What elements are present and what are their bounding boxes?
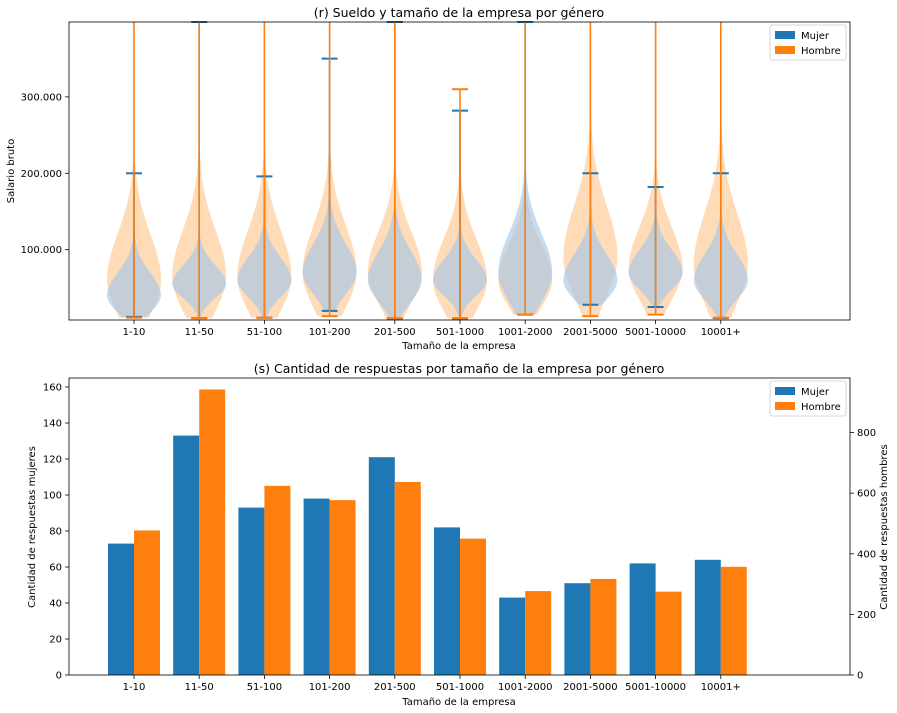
x-tick-label: 10001+ [701,682,741,693]
bar-plot-area [108,389,747,675]
violin-chart: (r) Sueldo y tamaño de la empresa por gé… [6,5,851,352]
x-tick-label: 2001-5000 [563,327,618,338]
x-axis-label: Tamaño de la empresa [401,697,515,708]
x-tick-label: 101-200 [309,682,351,693]
x-tick-label: 1-10 [123,327,146,338]
x-tick-label: 1001-2000 [498,682,553,693]
x-axis: 1-10 11-50 51-100 101-200 201-500 501-1000 100… [123,320,741,338]
bar-mujer [564,583,591,675]
chart-title: (s) Cantidad de respuestas por tamaño de… [254,361,665,376]
bar-mujer [629,563,656,675]
bar-hombre [394,481,421,675]
bar-hombre [134,530,160,675]
y-tick-label: 120 [43,455,62,466]
x-tick-label: 1-10 [123,682,146,693]
bar-hombre [329,500,356,675]
bar-hombre [199,389,226,675]
bar-mujer [368,457,395,675]
x-axis: 1-10 11-50 51-100 101-200 201-500 501-1000 100… [123,675,741,693]
bar-mujer [238,507,265,675]
legend-swatch-mujer [775,387,795,395]
plot-frame [68,21,851,321]
x-tick-label: 10001+ [701,327,741,338]
legend-swatch-mujer [775,31,795,39]
x-tick-label: 51-100 [247,327,282,338]
legend-label-hombre: Hombre [801,402,841,413]
y-tick-label: 100.000 [21,245,62,256]
legend-label-mujer: Mujer [801,387,830,398]
legend: Mujer Hombre [769,24,847,61]
violin-plot-area [107,21,748,320]
y-tick-label: 80 [49,527,62,538]
bar-mujer [173,435,200,675]
y-axis-left: 0 20 40 60 80 100 120 140 160 [43,383,69,682]
chart-title: (r) Sueldo y tamaño de la empresa por gé… [314,5,604,20]
x-tick-label: 201-500 [374,682,416,693]
x-tick-label: 501-1000 [436,682,484,693]
bar-hombre [590,578,617,675]
x-tick-label: 11-50 [185,682,214,693]
x-tick-label: 5001-10000 [625,327,686,338]
y-tick-label-right: 800 [857,428,876,439]
x-tick-label: 101-200 [309,327,351,338]
x-tick-label: 5001-10000 [625,682,686,693]
x-tick-label: 1001-2000 [498,327,553,338]
bar-hombre [525,591,552,675]
legend-swatch-hombre [775,46,795,54]
y-tick-label: 160 [43,383,62,394]
y-tick-label: 0 [56,671,62,682]
legend-label-hombre: Hombre [801,46,841,57]
y-tick-label: 20 [49,635,62,646]
x-tick-label: 201-500 [374,327,416,338]
y-axis-label: Salario bruto [6,139,17,203]
x-tick-label: 51-100 [247,682,282,693]
bar-chart: (s) Cantidad de respuestas por tamaño de… [27,361,890,708]
bar-mujer [694,559,721,675]
y-tick-label: 100 [43,491,62,502]
y-tick-label: 300.000 [21,92,62,103]
x-tick-label: 2001-5000 [563,682,618,693]
y-tick-label-right: 0 [857,671,863,682]
legend: Mujer Hombre [769,380,847,417]
bar-hombre [264,485,291,675]
bar-mujer [434,527,460,675]
y-tick-label: 140 [43,419,62,430]
bar-hombre [720,566,747,675]
y-axis-label-left: Cantidad de respuestas mujeres [27,446,38,608]
y-tick-label: 60 [49,563,62,574]
bar-mujer [303,498,330,675]
bar-mujer [108,543,134,675]
legend-label-mujer: Mujer [801,31,830,42]
y-tick-label-right: 600 [857,489,876,500]
y-axis-right: 0 200 400 600 800 [850,428,876,682]
x-tick-label: 501-1000 [436,327,484,338]
y-tick-label-right: 200 [857,610,876,621]
bar-hombre [655,591,682,675]
bar-hombre [460,538,486,675]
y-axis: 100.000 200.000 300.000 [21,92,69,256]
y-tick-label: 40 [49,599,62,610]
x-axis-label: Tamaño de la empresa [401,341,515,352]
legend-swatch-hombre [775,402,795,410]
x-tick-label: 11-50 [185,327,214,338]
y-axis-label-right: Cantidad de respuestas hombres [879,444,890,609]
bar-mujer [499,597,526,675]
y-tick-label-right: 400 [857,549,876,560]
y-tick-label: 200.000 [21,169,62,180]
plot-frame [68,377,851,676]
